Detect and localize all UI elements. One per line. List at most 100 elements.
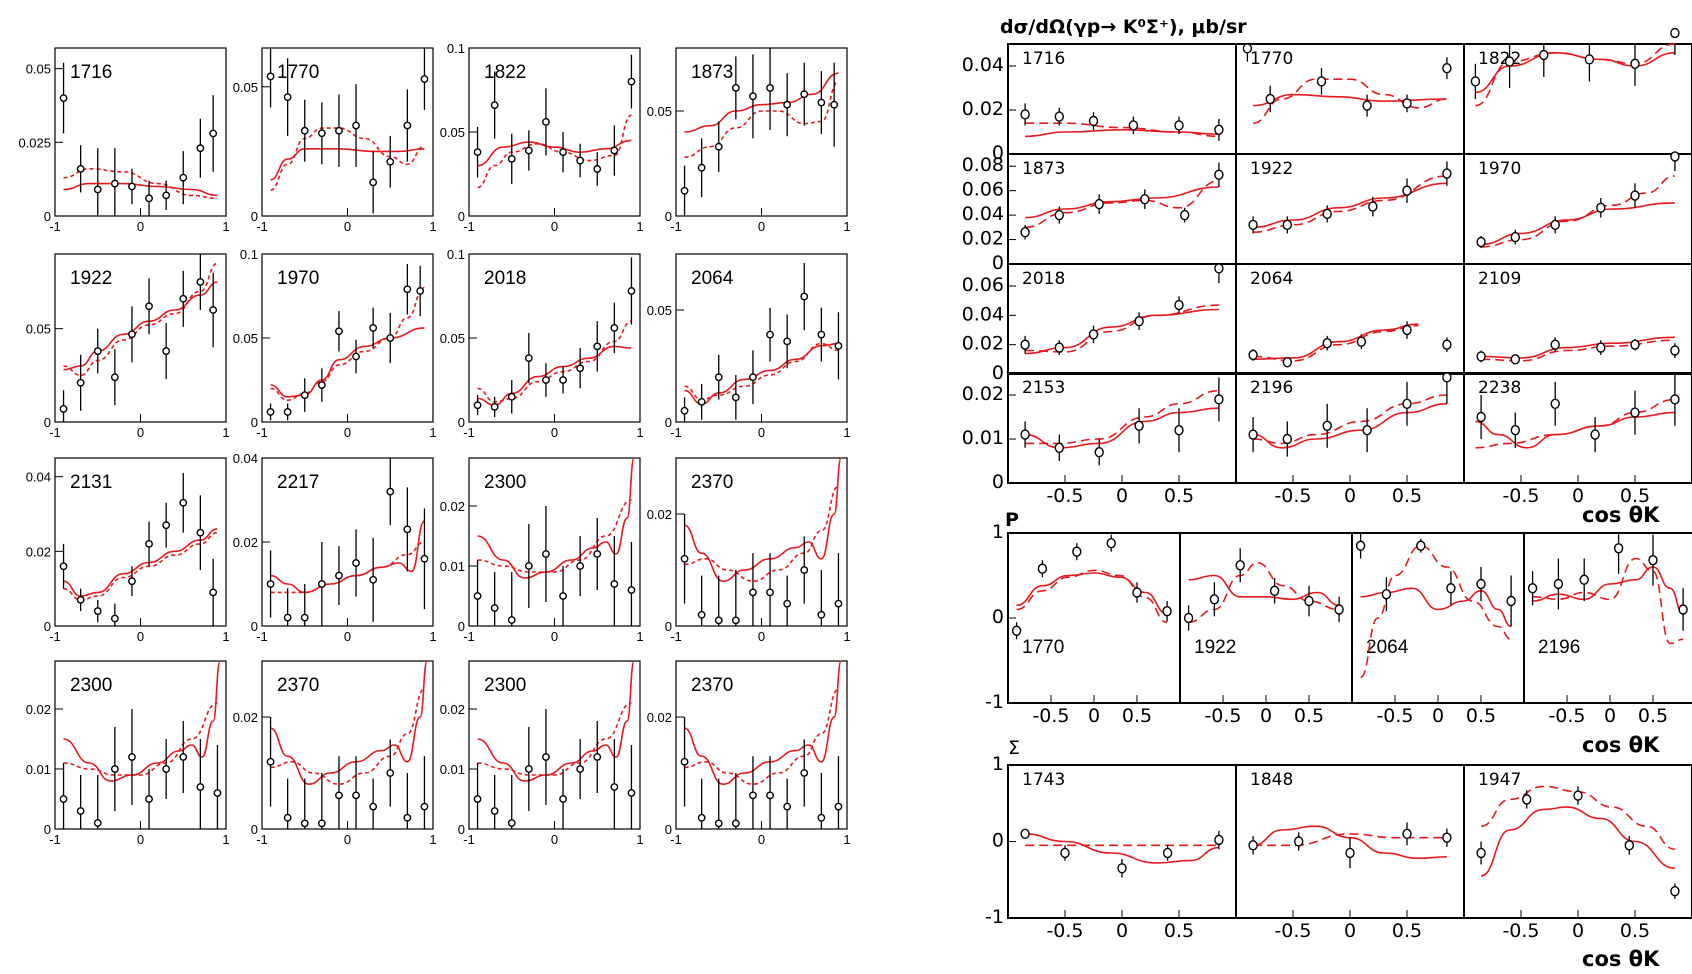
data-point [59,562,68,571]
solid-fit-curve [477,660,635,782]
panel-pol-1770: -1 0 1 -0.5 0 0.5 1770 [985,521,1181,727]
panel-pol-2064: -0.5 0 0.5 2064 [1351,532,1525,727]
data-point [559,148,567,157]
solid-fit-curve [1532,566,1684,615]
solid-fit-curve [684,342,839,405]
x-tick-label: 1 [222,832,229,847]
data-point [1402,324,1412,336]
data-point [59,94,68,103]
data-point [403,525,412,534]
data-point [162,347,171,355]
dashed-fit-curve [270,541,425,594]
data-point [1248,349,1258,361]
data-point [627,77,636,86]
data-point [473,592,482,600]
data-point [1322,420,1332,431]
data-point [179,498,188,507]
energy-label: 1873 [691,62,733,83]
x-tick-label: 0.5 [1466,705,1496,727]
data-point [209,588,218,597]
y-tick-label: 0.01 [26,762,51,777]
data-point [783,599,792,608]
dashed-fit-curve [1016,569,1168,624]
solid-fit-curve [477,139,632,167]
data-point [1316,76,1327,87]
panel-pol-2196: -0.5 0 0.5 2196 [1523,532,1692,727]
data-point [1162,847,1173,859]
data-point [179,173,188,182]
data-point [266,408,275,416]
data-point [1088,329,1099,340]
dashed-fit-curve [1359,544,1512,679]
x-tick-label: 0 [1572,920,1584,942]
energy-label: 2018 [484,268,526,289]
panel-cs-2196: -0.5 0 0.5 2196 [1235,372,1465,507]
y-tick-label: 0 [44,619,51,634]
y-tick-label: 0 [665,822,672,837]
data-point [76,595,85,604]
data-point [1416,540,1426,551]
data-point [1476,578,1486,590]
x-tick-label: -0.5 [1046,485,1083,507]
dashed-fit-curve [270,127,425,191]
x-tick-label: -1 [463,832,475,847]
solid-fit-curve [477,345,632,407]
solid-fit-curve [63,182,218,197]
data-point [1590,429,1600,440]
solid-fit-curve [1188,574,1340,607]
energy-label: 2300 [484,675,526,696]
dashed-fit-curve [1025,304,1219,353]
energy-label: 2370 [277,675,319,696]
data-point [1117,863,1127,874]
y-tick-label: 0.02 [440,702,465,717]
data-point [300,391,309,400]
data-point [1060,847,1070,859]
data-point [1134,420,1144,431]
data-point [1442,832,1452,843]
data-point [386,157,395,166]
dashed-fit-curve [1253,833,1447,847]
x-tick-label: -0.5 [1502,920,1539,942]
data-point [1183,612,1194,624]
data-point [1670,394,1680,405]
data-point [1362,100,1372,111]
data-point [300,613,309,622]
data-point [283,93,292,102]
y-tick-label: 0 [992,471,1004,493]
data-point [1174,299,1184,311]
solid-fit-curve [63,660,221,782]
y-tick-label: -1 [985,691,1004,713]
data-point [593,753,602,761]
y-tick-label: 0.05 [440,125,465,140]
solid-fit-curve [63,528,218,597]
data-point [416,287,425,295]
y-tick-label: 0.06 [962,179,1004,201]
energy-label: 2109 [1478,269,1521,289]
dashed-fit-curve [1025,389,1219,445]
data-point [403,813,412,822]
data-point [420,75,429,83]
data-point [524,146,533,155]
x-tick-label: 0 [758,629,765,644]
y-tick-label: 0 [251,619,258,634]
data-point [369,802,378,811]
x-tick-label: 0.5 [1164,920,1194,942]
data-point [1527,583,1538,594]
data-point [749,791,757,800]
x-tick-label: -1 [49,832,61,847]
data-point [335,126,343,135]
data-point [128,753,136,761]
data-point [783,802,792,811]
data-point [576,765,585,773]
x-tick-label: -1 [256,219,268,234]
data-point [110,614,119,623]
data-point [817,813,826,822]
y-tick-label: 0.04 [962,54,1004,76]
x-tick-label: 0 [137,832,144,847]
y-tick-label: 0 [458,619,465,634]
plot-frame [1179,532,1353,704]
